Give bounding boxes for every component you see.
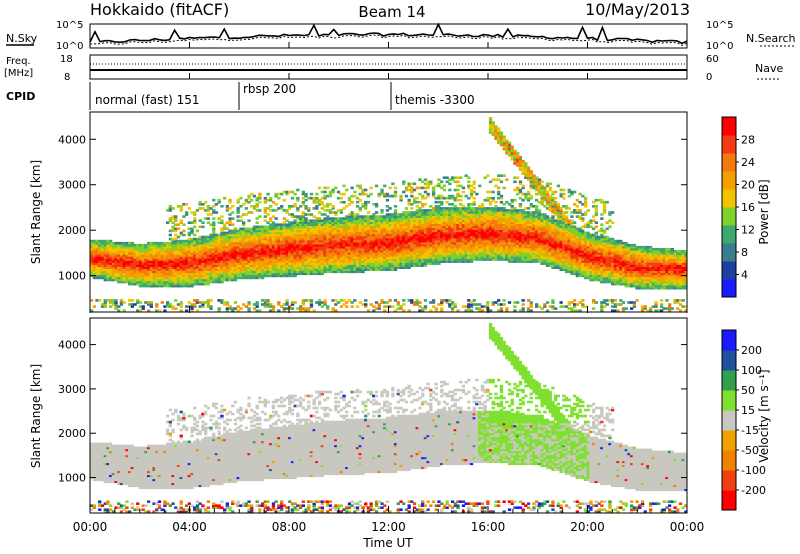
velocity-colorbar-swatch-7 bbox=[722, 350, 736, 371]
station-title: Hokkaido (fitACF) bbox=[90, 0, 229, 19]
power-colorbar-swatch-3 bbox=[722, 225, 736, 244]
x-tick-5: 20:00 bbox=[570, 520, 605, 534]
noise-tick-top-left: 10^5 bbox=[56, 20, 83, 31]
cpid-label: CPID bbox=[6, 90, 35, 103]
power-ylabel: Slant Range [km] bbox=[29, 160, 43, 264]
power-colorbar-swatch-7 bbox=[722, 153, 736, 172]
nave-label: Nave bbox=[755, 62, 783, 75]
nsearch-label: N.Search bbox=[746, 32, 796, 45]
power-colorbar-label: Power [dB] bbox=[757, 179, 771, 244]
power-colorbar-swatch-8 bbox=[722, 135, 736, 154]
nsky-label: N.Sky bbox=[6, 32, 38, 45]
noise-tick-bottom-left: 10^0 bbox=[56, 41, 83, 52]
noise-sky-line bbox=[89, 22, 688, 45]
cpid-segment-1: normal (fast) 151 bbox=[95, 93, 199, 107]
power-panel: 1000 2000 3000 4000 Slant Range [km] 28 24 20… bbox=[29, 111, 771, 313]
power-colorbar-swatch-6 bbox=[722, 171, 736, 190]
velocity-panel: 1000 2000 3000 4000 Slant Range [km] 200 100… bbox=[29, 317, 771, 514]
velocity-colorbar-swatch-5 bbox=[722, 390, 736, 411]
power-colorbar-label-2: 20 bbox=[741, 179, 755, 192]
velocity-colorbar-label-0: 200 bbox=[741, 344, 762, 357]
power-colorbar-label-6: 4 bbox=[741, 269, 748, 282]
freq-label: Freq. bbox=[6, 56, 31, 67]
date-title: 10/May/2013 bbox=[585, 0, 690, 19]
velocity-colorbar-label-2: 50 bbox=[741, 384, 755, 397]
velocity-colorbar-swatch-6 bbox=[722, 370, 736, 391]
power-heatmap-cells bbox=[90, 117, 687, 312]
velocity-colorbar-swatch-8 bbox=[722, 330, 736, 351]
power-colorbar-swatch-4 bbox=[722, 207, 736, 226]
power-y-tick-0: 1000 bbox=[58, 270, 86, 283]
power-y-tick-2: 3000 bbox=[58, 179, 86, 192]
x-tick-1: 04:00 bbox=[172, 520, 207, 534]
velocity-colorbar-label-3: 15 bbox=[741, 404, 755, 417]
velocity-colorbar-swatch-4 bbox=[722, 410, 736, 431]
beam-title: Beam 14 bbox=[358, 3, 425, 21]
power-colorbar-label-5: 8 bbox=[741, 246, 748, 259]
noise-tick-bottom-right: 10^0 bbox=[706, 41, 733, 52]
velocity-colorbar: 200 100 50 15 -15 -50 -100 -200 bbox=[721, 329, 766, 511]
power-y-tick-3: 4000 bbox=[58, 133, 86, 146]
cpid-segment-3: themis -3300 bbox=[395, 93, 475, 107]
cpid-segment-2: rbsp 200 bbox=[243, 82, 296, 96]
velocity-colorbar-label-7: -200 bbox=[741, 484, 766, 497]
cpid-row: CPID normal (fast) 151 rbsp 200 themis -… bbox=[6, 82, 475, 110]
x-tick-2: 08:00 bbox=[272, 520, 307, 534]
power-colorbar-swatch-0 bbox=[722, 279, 736, 298]
freq-nave-panel: Freq. [MHz] 18 8 60 0 Nave bbox=[4, 54, 783, 83]
velocity-colorbar-swatch-3 bbox=[722, 430, 736, 451]
velocity-y-tick-1: 2000 bbox=[58, 427, 86, 440]
velocity-colorbar-swatch-2 bbox=[722, 450, 736, 471]
velocity-y-tick-3: 4000 bbox=[58, 339, 86, 352]
velocity-colorbar-label: Velocity [m s⁻¹] bbox=[757, 369, 771, 462]
velocity-colorbar-swatch-0 bbox=[722, 490, 736, 511]
power-colorbar-label-0: 28 bbox=[741, 134, 755, 147]
power-colorbar-label-4: 12 bbox=[741, 224, 755, 237]
power-colorbar-swatch-2 bbox=[722, 243, 736, 262]
time-axis: 00:00 04:00 08:00 12:00 16:00 20:00 00:00 bbox=[73, 42, 705, 534]
velocity-y-tick-0: 1000 bbox=[58, 472, 86, 485]
noise-search-line bbox=[89, 34, 688, 46]
x-tick-6: 00:00 bbox=[670, 520, 705, 534]
velocity-colorbar-label-1: 100 bbox=[741, 364, 762, 377]
power-colorbar-label-3: 16 bbox=[741, 201, 755, 214]
velocity-heatmap-cells bbox=[90, 322, 687, 513]
noise-tick-top-right: 10^5 bbox=[706, 20, 733, 31]
power-colorbar-label-1: 24 bbox=[741, 156, 755, 169]
noise-panel: N.Sky 10^5 10^0 10^5 10^0 N.Search bbox=[6, 20, 796, 52]
velocity-colorbar-swatch-1 bbox=[722, 470, 736, 491]
velocity-y-tick-2: 3000 bbox=[58, 383, 86, 396]
freq-tick-top: 18 bbox=[60, 54, 73, 65]
velocity-colorbar-label-5: -50 bbox=[741, 444, 759, 457]
velocity-ylabel: Slant Range [km] bbox=[29, 364, 43, 468]
velocity-colorbar-label-4: -15 bbox=[741, 424, 759, 437]
x-tick-3: 12:00 bbox=[371, 520, 406, 534]
xlabel: Time UT bbox=[362, 536, 413, 550]
velocity-colorbar-label-6: -100 bbox=[741, 464, 766, 477]
freq-tick-bottom: 8 bbox=[64, 72, 70, 83]
x-tick-0: 00:00 bbox=[73, 520, 108, 534]
power-colorbar-swatch-1 bbox=[722, 261, 736, 280]
power-colorbar: 28 24 20 16 12 8 4 bbox=[721, 116, 755, 298]
power-colorbar-swatch-9 bbox=[722, 117, 736, 136]
power-y-tick-1: 2000 bbox=[58, 224, 86, 237]
x-tick-4: 16:00 bbox=[471, 520, 506, 534]
nave-tick-bottom: 0 bbox=[706, 72, 712, 83]
power-colorbar-swatch-5 bbox=[722, 189, 736, 208]
nave-tick-top: 60 bbox=[706, 54, 719, 65]
freq-unit: [MHz] bbox=[4, 68, 33, 79]
